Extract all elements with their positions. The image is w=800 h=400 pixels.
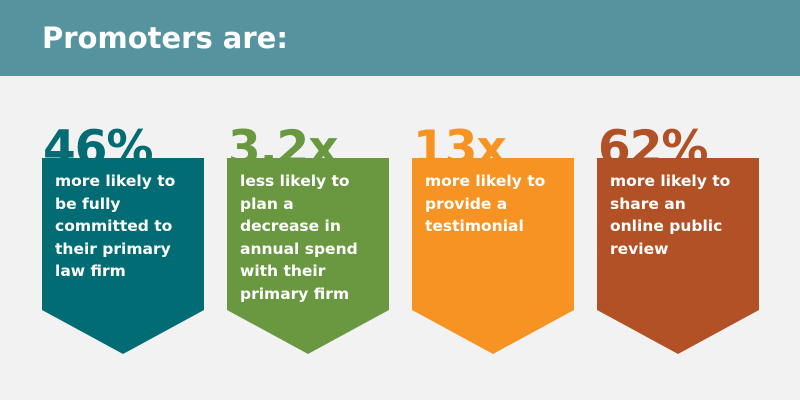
stat-value: 13x [413, 121, 507, 176]
card-shape [42, 158, 204, 354]
stat-card-review: 62% more likely to share an online publi… [597, 122, 759, 356]
stat-card-testimonial: 13x more likely to provide a testimonial [412, 122, 574, 356]
stat-card-spend: 3.2x less likely to plan a decrease in a… [227, 122, 389, 356]
stat-value: 46% [43, 121, 153, 176]
page-title: Promoters are: [42, 21, 288, 55]
stat-value: 62% [598, 121, 708, 176]
card-shape-path [42, 158, 204, 354]
card-shape-path [597, 158, 759, 354]
header-banner: Promoters are: [0, 0, 800, 76]
stat-description: more likely to share an online public re… [610, 172, 731, 258]
stat-description: more likely to be fully committed to the… [55, 172, 176, 280]
stat-card-committed: 46% more likely to be fully committed to… [42, 122, 204, 356]
stat-value: 3.2x [228, 121, 339, 176]
card-shape [597, 158, 759, 354]
card-shape-path [227, 158, 389, 354]
card-shape [227, 158, 389, 354]
card-shape [412, 158, 574, 354]
stat-description: more likely to provide a testimonial [425, 172, 546, 235]
card-shape-path [412, 158, 574, 354]
stat-description: less likely to plan a decrease in annual… [240, 172, 358, 303]
